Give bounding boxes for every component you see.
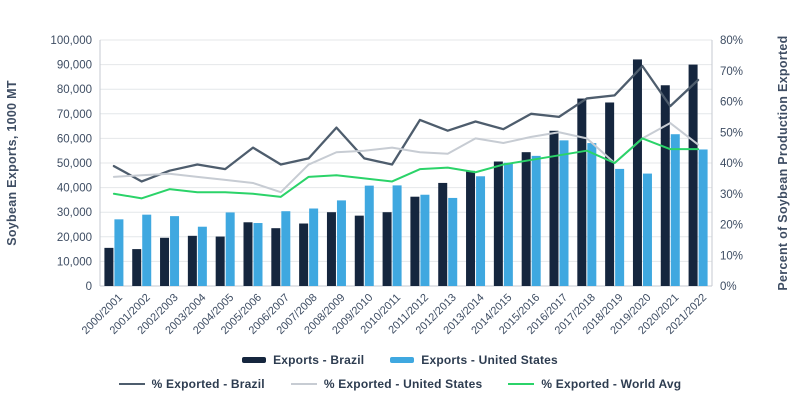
bar-brazil-2017/2018 xyxy=(577,98,587,286)
legend-label: % Exported - Brazil xyxy=(151,377,265,391)
right-axis-tick-label: 80% xyxy=(720,35,743,47)
legend-label: Exports - Brazil xyxy=(273,353,365,367)
bar-us-2016/2017 xyxy=(559,140,569,286)
right-axis-tick-label: 50% xyxy=(720,127,743,139)
left-axis-tick-label: 20,000 xyxy=(57,232,92,244)
bar-us-2010/2011 xyxy=(392,185,402,286)
legend-swatch-exports-brazil xyxy=(242,357,267,363)
right-axis-title: Percent of Soybean Production Exported xyxy=(776,35,790,290)
legend-item--exported-brazil: % Exported - Brazil xyxy=(118,377,265,391)
legend-swatch-exports-united-states xyxy=(390,357,415,363)
left-axis-tick-label: 70,000 xyxy=(57,109,92,121)
legend-label: % Exported - United States xyxy=(323,377,483,391)
line--exported-brazil xyxy=(112,64,700,183)
left-axis-tick-label: 50,000 xyxy=(57,158,92,170)
left-axis-title: Soybean Exports, 1000 MT xyxy=(5,80,19,246)
bar-us-2006/2007 xyxy=(281,211,291,286)
left-axis-tick-label: 90,000 xyxy=(57,60,92,72)
right-axis-tick-label: 40% xyxy=(720,158,743,170)
bar-us-2000/2001 xyxy=(114,219,124,286)
legend-item-exports-united-states: Exports - United States xyxy=(390,353,558,367)
bar-brazil-2003/2004 xyxy=(187,235,197,286)
bar-us-2014/2015 xyxy=(503,162,513,286)
bar-brazil-2004/2005 xyxy=(215,236,225,286)
line--exported-world-avg xyxy=(112,137,700,200)
bar-us-2002/2003 xyxy=(170,216,180,286)
bar-brazil-2021/2022 xyxy=(688,64,698,286)
bar-us-2005/2006 xyxy=(253,223,263,286)
bar-brazil-2018/2019 xyxy=(605,102,615,286)
bar-brazil-2011/2012 xyxy=(410,196,420,286)
left-axis-tick-label: 60,000 xyxy=(57,133,92,145)
bar-us-2003/2004 xyxy=(197,226,207,286)
left-axis-tick-label: 80,000 xyxy=(57,84,92,96)
bar-brazil-2005/2006 xyxy=(243,222,253,286)
bar-us-2017/2018 xyxy=(587,143,597,286)
chart-canvas: 0 10,000 20,000 30,000 40,000 50,000 60,000 70,… xyxy=(5,35,790,337)
bar-us-2012/2013 xyxy=(448,197,458,286)
bar-brazil-2000/2001 xyxy=(104,247,114,286)
legend-label: % Exported - World Avg xyxy=(541,377,682,391)
legend-item--exported-world-avg: % Exported - World Avg xyxy=(508,377,681,391)
left-axis-tick-label: 40,000 xyxy=(57,183,92,195)
bar-brazil-2020/2021 xyxy=(660,85,670,286)
bar-us-2015/2016 xyxy=(531,155,541,286)
bar-brazil-2002/2003 xyxy=(160,237,170,286)
bar-brazil-2014/2015 xyxy=(493,161,503,286)
left-axis-tick-label: 30,000 xyxy=(57,207,92,219)
bar-us-2013/2014 xyxy=(476,176,486,286)
legend-line-series: % Exported - Brazil % Exported - United S… xyxy=(0,372,800,396)
right-axis-tick-label: 70% xyxy=(720,66,743,78)
bar-us-2020/2021 xyxy=(670,134,680,286)
bar-brazil-2013/2014 xyxy=(466,170,476,286)
right-axis-tick-label: 30% xyxy=(720,189,743,201)
legend-bar-series: Exports - Brazil Exports - United States xyxy=(0,348,800,372)
left-axis-tick-label: 100,000 xyxy=(50,35,92,47)
bar-brazil-2015/2016 xyxy=(521,152,531,286)
bar-brazil-2012/2013 xyxy=(438,182,448,286)
right-axis-tick-label: 0% xyxy=(720,281,737,293)
legend-item-exports-brazil: Exports - Brazil xyxy=(242,353,364,367)
bar-brazil-2006/2007 xyxy=(271,228,281,286)
left-axis-tick-label: 10,000 xyxy=(57,256,92,268)
bar-brazil-2010/2011 xyxy=(382,212,392,286)
bar-us-2011/2012 xyxy=(420,194,430,286)
legend-item--exported-united-states: % Exported - United States xyxy=(290,377,483,391)
bar-us-2007/2008 xyxy=(309,208,319,286)
bar-brazil-2016/2017 xyxy=(549,130,559,286)
bar-us-2001/2002 xyxy=(142,214,152,286)
right-axis-tick-label: 20% xyxy=(720,220,743,232)
bar-us-2019/2020 xyxy=(642,173,652,286)
bar-us-2009/2010 xyxy=(364,185,374,286)
bar-brazil-2007/2008 xyxy=(299,223,309,286)
bar-brazil-2001/2002 xyxy=(132,249,142,286)
bar-brazil-2009/2010 xyxy=(354,215,364,286)
line--exported-united-states xyxy=(112,122,700,194)
legend-swatch--exported-united-states xyxy=(290,382,317,386)
right-axis-tick-label: 10% xyxy=(720,250,743,262)
bar-us-2018/2019 xyxy=(615,168,625,286)
right-axis-tick-label: 60% xyxy=(720,97,743,109)
legend-swatch--exported-world-avg xyxy=(508,382,535,386)
bar-brazil-2019/2020 xyxy=(632,59,642,287)
bar-us-2004/2005 xyxy=(225,212,235,286)
left-axis-tick-label: 0 xyxy=(86,281,92,293)
bar-us-2021/2022 xyxy=(698,149,708,286)
legend-label: Exports - United States xyxy=(421,353,558,367)
bar-us-2008/2009 xyxy=(336,200,346,286)
bar-brazil-2008/2009 xyxy=(326,212,336,286)
legend-swatch--exported-brazil xyxy=(118,382,145,386)
